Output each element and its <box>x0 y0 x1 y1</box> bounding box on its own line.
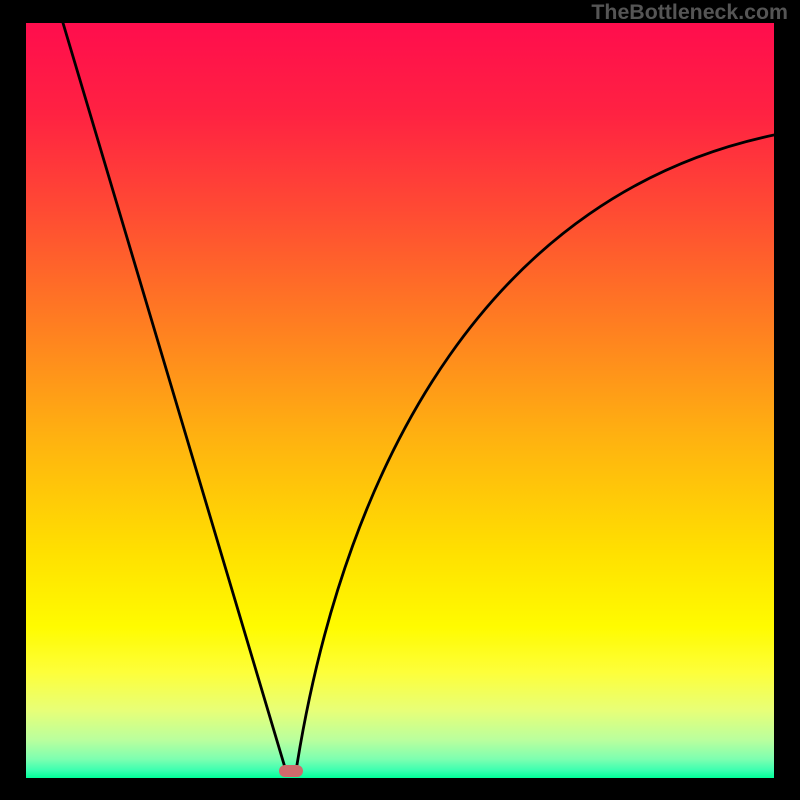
curve-left-branch <box>63 23 286 771</box>
frame-border-left <box>0 0 26 800</box>
frame-border-right <box>774 0 800 800</box>
frame-border-bottom <box>0 778 800 800</box>
optimum-marker <box>279 765 303 777</box>
chart-root: TheBottleneck.com <box>0 0 800 800</box>
plot-area <box>26 23 774 778</box>
bottleneck-curve <box>26 23 774 778</box>
curve-right-branch <box>296 135 774 771</box>
watermark-text: TheBottleneck.com <box>591 0 788 25</box>
